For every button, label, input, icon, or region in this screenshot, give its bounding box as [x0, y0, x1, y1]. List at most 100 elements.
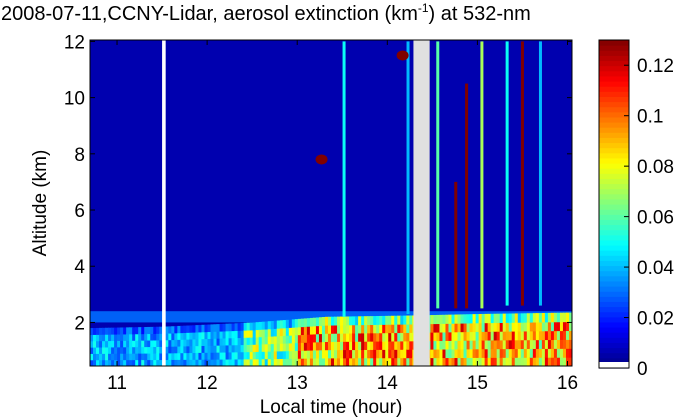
boundary-layer-column	[469, 314, 474, 366]
boundary-layer-column	[96, 327, 100, 366]
boundary-layer-column	[478, 313, 483, 366]
y-tick-label: 10	[64, 89, 85, 110]
boundary-layer-column	[282, 320, 287, 366]
boundary-layer-column	[454, 314, 459, 366]
boundary-layer-column	[406, 315, 410, 366]
boundary-layer-column	[556, 312, 561, 366]
boundary-layer-column	[111, 327, 115, 366]
boundary-layer-column	[156, 326, 160, 366]
boundary-layer-column	[99, 327, 103, 366]
boundary-layer-column	[207, 324, 212, 366]
cloud-patch	[396, 50, 409, 61]
boundary-layer-column	[180, 325, 184, 366]
boundary-layer-column	[228, 323, 233, 366]
boundary-layer-column	[445, 314, 450, 366]
x-tick-label: 15	[467, 373, 488, 394]
precipitation-streak	[406, 41, 410, 315]
boundary-layer-column	[562, 312, 567, 366]
boundary-layer-column	[517, 313, 522, 366]
boundary-layer-column	[541, 313, 546, 366]
boundary-layer-column	[225, 323, 230, 366]
boundary-layer-column	[361, 316, 365, 366]
boundary-layer-column	[213, 324, 218, 366]
boundary-layer-column	[340, 316, 344, 366]
boundary-layer-column	[210, 324, 215, 366]
boundary-layer-column	[532, 313, 537, 366]
boundary-layer-column	[535, 313, 540, 366]
boundary-layer-column	[108, 327, 112, 366]
boundary-layer-column	[463, 314, 468, 366]
colorbar-tick-label: 0.06	[637, 208, 674, 229]
boundary-layer-column	[138, 327, 142, 366]
boundary-layer-column	[126, 327, 130, 366]
boundary-layer-column	[520, 313, 525, 366]
boundary-layer-column	[294, 319, 299, 366]
boundary-layer-column	[364, 316, 368, 366]
boundary-layer-column	[327, 316, 332, 366]
boundary-layer-column	[252, 322, 257, 366]
boundary-layer-column	[448, 314, 453, 366]
boundary-layer-column	[457, 314, 462, 366]
boundary-layer-column	[132, 327, 136, 366]
boundary-layer-column	[105, 327, 109, 366]
y-tick-label: 6	[74, 201, 85, 222]
boundary-layer-column	[204, 324, 209, 366]
boundary-layer-column	[391, 315, 395, 366]
boundary-layer-column	[346, 316, 350, 366]
boundary-layer-column	[403, 315, 407, 366]
boundary-layer-column	[334, 316, 338, 366]
boundary-layer-column	[388, 315, 392, 366]
boundary-layer-column	[502, 313, 507, 366]
boundary-layer-column	[177, 325, 181, 366]
boundary-layer-column	[234, 323, 239, 366]
colorbar-frame	[598, 39, 630, 369]
boundary-layer-column	[400, 315, 404, 366]
data-gap	[413, 40, 430, 366]
boundary-layer-column	[508, 313, 513, 366]
boundary-layer-column	[373, 316, 377, 366]
y-axis: 2 4 6 8 10 12	[64, 32, 572, 334]
boundary-layer-column	[511, 313, 516, 366]
boundary-layer-column	[397, 315, 401, 366]
precipitation-streak	[480, 41, 484, 309]
boundary-layer-column	[529, 313, 534, 366]
boundary-layer-column	[394, 315, 398, 366]
boundary-layer-column	[258, 321, 263, 366]
x-tick-label: 16	[557, 373, 578, 394]
boundary-layer-column	[120, 327, 124, 366]
x-tick-label: 12	[197, 373, 218, 394]
boundary-layer-column	[493, 313, 498, 366]
boundary-layer-column	[219, 323, 224, 366]
boundary-layer-column	[195, 325, 200, 366]
boundary-layer-column	[367, 316, 371, 366]
boundary-layer-column	[102, 327, 106, 366]
boundary-layer-column	[379, 315, 383, 366]
boundary-layer-column	[550, 312, 555, 366]
boundary-layer-column	[192, 325, 197, 366]
boundary-layer-column	[186, 325, 191, 366]
precipitation-streak	[436, 41, 440, 309]
boundary-layer-column	[315, 317, 320, 366]
boundary-layer-column	[291, 319, 296, 366]
boundary-layer-column	[117, 327, 121, 366]
precipitation-streak	[465, 83, 469, 309]
boundary-layer-column	[201, 324, 206, 366]
boundary-layer-column	[285, 319, 290, 366]
boundary-layer-column	[216, 324, 221, 366]
boundary-layer-column	[246, 322, 251, 366]
heatmap-plot-area	[90, 40, 572, 366]
colorbar-tick-label: 0.08	[637, 157, 674, 178]
boundary-layer-column	[135, 327, 139, 366]
boundary-layer-column	[306, 318, 311, 366]
boundary-layer-column	[355, 316, 359, 366]
boundary-layer-column	[559, 312, 564, 366]
boundary-layer-column	[514, 313, 519, 366]
boundary-layer-column	[321, 316, 326, 366]
boundary-layer-column	[568, 312, 572, 366]
y-tick-label: 4	[74, 257, 85, 278]
boundary-layer-column	[168, 326, 172, 366]
boundary-layer-column	[433, 314, 438, 366]
boundary-layer-column	[141, 327, 145, 366]
boundary-layer-column	[165, 326, 169, 366]
boundary-layer-column	[499, 313, 504, 366]
